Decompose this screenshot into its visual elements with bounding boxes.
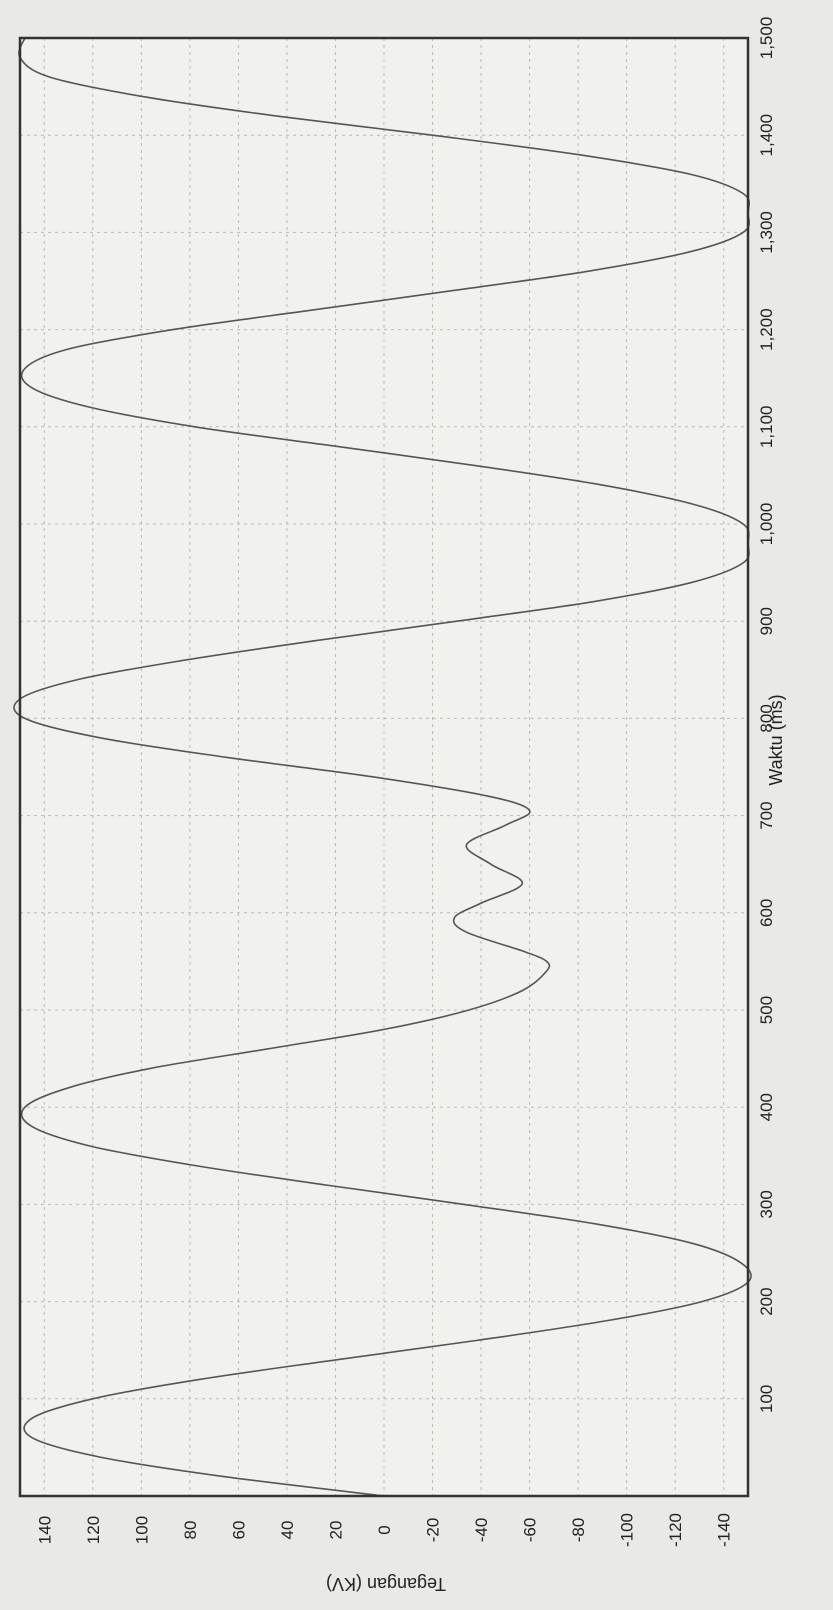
y-tick-label: -140 (715, 1513, 734, 1547)
plot-border (18, 36, 750, 1498)
y-tick-label: -120 (666, 1513, 685, 1547)
x-tick-label: 1,500 (757, 17, 776, 60)
x-tick-label: 300 (757, 1190, 776, 1218)
x-tick-label: 900 (757, 607, 776, 635)
y-tick-label: 0 (375, 1525, 394, 1534)
series-layer (13, 37, 752, 1497)
y-tick-label: -80 (569, 1518, 588, 1543)
y-tick-labels: 140 120 100 80 60 40 20 0 -20 -40 -60 -80 -100 -120 -1… (35, 1513, 733, 1547)
x-tick-label: 500 (757, 996, 776, 1024)
x-tick-label: 200 (757, 1287, 776, 1315)
y-tick-label: 80 (181, 1521, 200, 1540)
y-tick-label: 20 (327, 1521, 346, 1540)
x-tick-label: 400 (757, 1093, 776, 1121)
y-tick-label: 140 (35, 1516, 54, 1544)
x-tick-label: 700 (757, 801, 776, 829)
x-tick-label: 1,200 (757, 308, 776, 351)
x-tick-label: 1,400 (757, 114, 776, 157)
x-tick-label: 1,000 (757, 503, 776, 546)
voltage-series-line (13, 37, 752, 1497)
y-tick-label: 60 (229, 1521, 248, 1540)
y-axis-title: Tegangan (KV) (326, 1574, 446, 1594)
x-tick-labels: 100 200 300 400 500 600 700 800 900 1,000 1,100 1,2… (757, 17, 776, 1413)
x-tick-label: 1,100 (757, 406, 776, 449)
y-tick-label: -40 (472, 1518, 491, 1543)
x-tick-label: 1,300 (757, 211, 776, 254)
x-tick-label: 800 (757, 704, 776, 732)
x-tick-label: 100 (757, 1385, 776, 1413)
y-tick-label: 100 (132, 1516, 151, 1544)
y-tick-label: 120 (84, 1516, 103, 1544)
y-tick-label: 40 (278, 1521, 297, 1540)
y-tick-label: -100 (618, 1513, 637, 1547)
y-tick-label: -20 (424, 1518, 443, 1543)
y-tick-label: -60 (521, 1518, 540, 1543)
gridlines (20, 37, 748, 1496)
x-axis-title: Waktu (ms) (766, 694, 786, 785)
x-tick-label: 600 (757, 899, 776, 927)
